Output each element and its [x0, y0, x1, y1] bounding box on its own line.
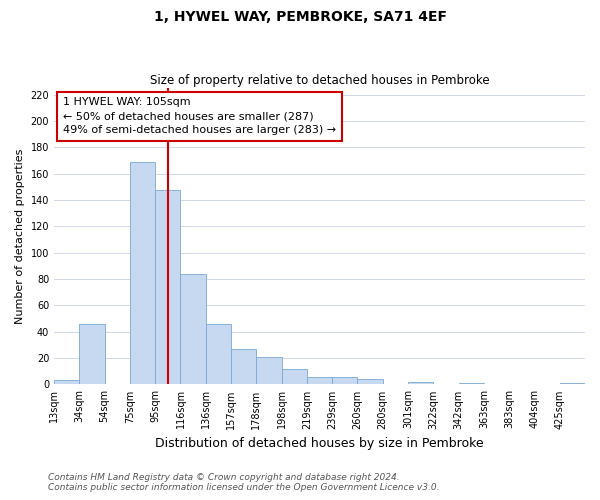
Bar [281, 368, 307, 384]
Text: 1, HYWEL WAY, PEMBROKE, SA71 4EF: 1, HYWEL WAY, PEMBROKE, SA71 4EF [154, 10, 446, 24]
Title: Size of property relative to detached houses in Pembroke: Size of property relative to detached ho… [150, 74, 490, 87]
Bar [458, 383, 484, 384]
Bar [231, 349, 256, 384]
Bar [256, 357, 281, 384]
Bar [130, 162, 155, 384]
Bar [560, 383, 585, 384]
Y-axis label: Number of detached properties: Number of detached properties [15, 148, 25, 324]
Bar [358, 379, 383, 384]
Bar [79, 324, 104, 384]
Bar [155, 190, 181, 384]
Text: 1 HYWEL WAY: 105sqm
← 50% of detached houses are smaller (287)
49% of semi-detac: 1 HYWEL WAY: 105sqm ← 50% of detached ho… [63, 98, 336, 136]
Bar [332, 376, 358, 384]
Bar [206, 324, 231, 384]
Bar [54, 380, 79, 384]
Bar [181, 274, 206, 384]
Text: Contains HM Land Registry data © Crown copyright and database right 2024.
Contai: Contains HM Land Registry data © Crown c… [48, 473, 439, 492]
Bar [307, 376, 332, 384]
X-axis label: Distribution of detached houses by size in Pembroke: Distribution of detached houses by size … [155, 437, 484, 450]
Bar [408, 382, 433, 384]
